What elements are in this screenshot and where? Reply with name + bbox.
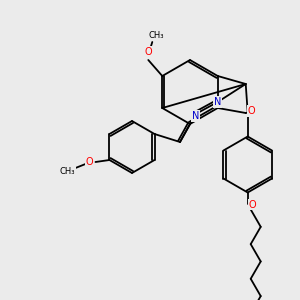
Text: O: O [86,157,93,167]
Text: CH₃: CH₃ [60,167,75,176]
Text: N: N [214,97,221,107]
Text: O: O [145,47,152,57]
Text: O: O [248,106,256,116]
Text: O: O [249,200,256,209]
Text: CH₃: CH₃ [148,32,164,40]
Text: N: N [192,111,200,121]
